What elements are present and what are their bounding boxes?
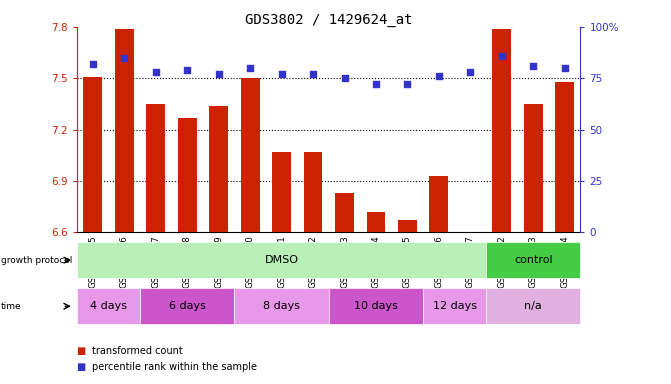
Point [433, 73, 444, 79]
Text: 12 days: 12 days [433, 301, 476, 311]
Text: 6 days: 6 days [169, 301, 206, 311]
Point [370, 81, 381, 88]
Bar [83, 76, 103, 232]
Point [402, 81, 413, 88]
Text: ■: ■ [77, 362, 89, 372]
Point [276, 71, 287, 77]
Text: 4 days: 4 days [90, 301, 127, 311]
Point [308, 71, 319, 77]
Bar [366, 212, 385, 232]
Text: transformed count: transformed count [92, 346, 183, 356]
Bar [303, 152, 323, 232]
Bar [555, 82, 574, 232]
Text: DMSO: DMSO [264, 255, 299, 265]
Bar [272, 152, 291, 232]
Point [528, 63, 539, 69]
Bar [429, 176, 448, 232]
Point [150, 69, 161, 75]
Text: 10 days: 10 days [354, 301, 398, 311]
Text: 8 days: 8 days [263, 301, 300, 311]
Point [213, 71, 224, 77]
Text: ■: ■ [77, 346, 89, 356]
Point [119, 55, 130, 61]
Point [182, 67, 193, 73]
Bar [398, 220, 417, 232]
Point [497, 53, 507, 59]
Point [245, 65, 256, 71]
Point [465, 69, 476, 75]
Bar [524, 104, 543, 232]
Bar [335, 193, 354, 232]
Bar [146, 104, 165, 232]
Text: time: time [1, 302, 21, 311]
Bar [209, 106, 228, 232]
Bar [241, 78, 260, 232]
Bar [115, 28, 134, 232]
Text: percentile rank within the sample: percentile rank within the sample [92, 362, 257, 372]
Bar [493, 28, 511, 232]
Point [339, 75, 350, 81]
Text: n/a: n/a [524, 301, 542, 311]
Text: control: control [514, 255, 552, 265]
Bar [178, 118, 197, 232]
Point [87, 61, 98, 67]
Point [560, 65, 570, 71]
Text: growth protocol: growth protocol [1, 256, 72, 265]
Text: GDS3802 / 1429624_at: GDS3802 / 1429624_at [245, 13, 413, 27]
